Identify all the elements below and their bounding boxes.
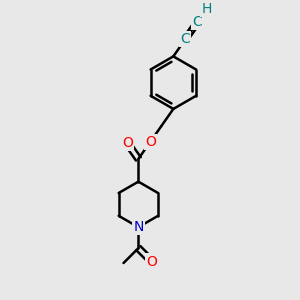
Text: O: O: [122, 136, 133, 150]
Text: C: C: [193, 15, 202, 29]
Text: N: N: [133, 220, 143, 234]
Text: O: O: [145, 135, 156, 149]
Text: C: C: [181, 32, 190, 46]
Text: H: H: [202, 2, 212, 16]
Text: O: O: [146, 255, 157, 268]
